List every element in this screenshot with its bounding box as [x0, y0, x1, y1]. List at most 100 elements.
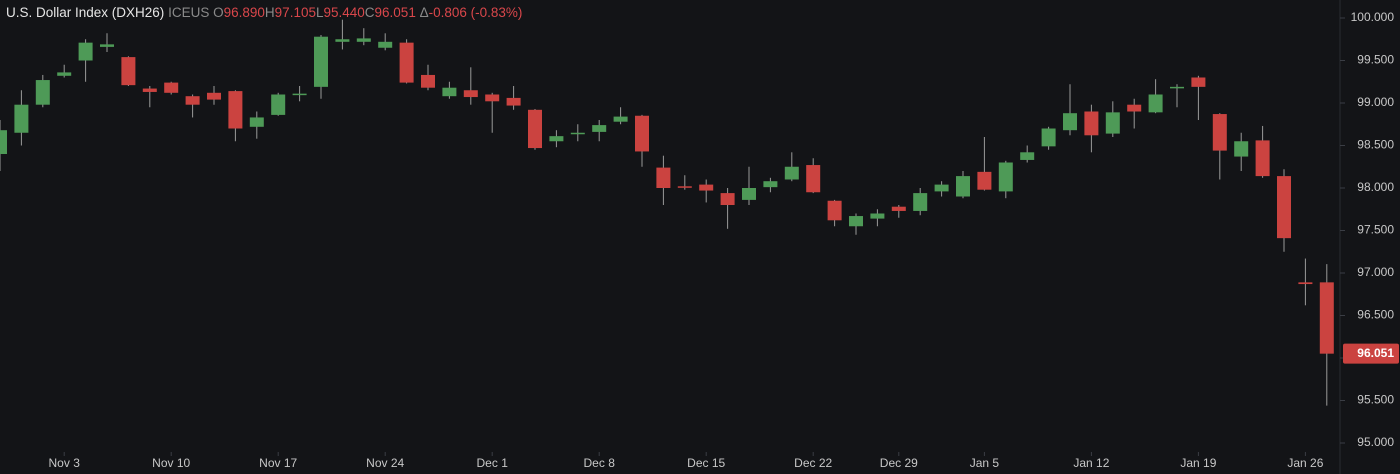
x-tick-label: Dec 8	[584, 456, 616, 470]
candle-body	[656, 167, 671, 188]
x-tick-label: Dec 22	[794, 456, 832, 470]
candle-body	[1212, 114, 1227, 151]
candle-body	[827, 200, 842, 221]
candle-body	[506, 97, 521, 106]
candle-body	[0, 130, 7, 154]
last-price-tag	[1343, 343, 1399, 364]
candle-body	[249, 117, 264, 127]
candle-body	[228, 91, 243, 129]
y-tick-label: 96.500	[1357, 308, 1394, 322]
ohlc-label: C	[364, 5, 375, 20]
y-tick-label: 97.000	[1357, 265, 1394, 279]
ohlc-value: 95.440	[323, 5, 365, 20]
candle-body	[314, 36, 328, 87]
candle-body	[57, 72, 72, 76]
x-tick-label: Jan 19	[1180, 456, 1216, 470]
candle-body	[100, 44, 114, 47]
candle-body	[121, 57, 136, 86]
candle-body	[635, 115, 649, 152]
header: U.S. Dollar Index (DXH26) ICEUS O96.890H…	[6, 5, 522, 20]
candle-body	[870, 213, 885, 219]
candle-body	[849, 216, 863, 227]
candle-body	[1127, 104, 1142, 112]
x-tick-label: Jan 26	[1287, 456, 1323, 470]
candle-body	[1277, 176, 1291, 239]
change: -0.806 (-0.83%)	[428, 5, 523, 20]
candle-body	[1041, 128, 1056, 147]
candle-body	[35, 80, 50, 105]
y-tick-label: 98.000	[1357, 180, 1394, 194]
x-tick-label: Nov 24	[366, 456, 404, 470]
ohlc: O96.890H97.105L95.440C96.051	[213, 5, 416, 20]
y-tick-label: 99.500	[1357, 53, 1394, 67]
candle-body	[185, 96, 200, 105]
candle-body	[1020, 152, 1035, 160]
x-tick-label: Jan 12	[1073, 456, 1109, 470]
candle-body	[14, 104, 29, 133]
candle-body	[528, 109, 542, 149]
y-tick-label: 95.000	[1357, 435, 1394, 449]
x-tick-label: Dec 1	[477, 456, 509, 470]
candle-body	[1084, 111, 1099, 136]
ohlc-label: L	[315, 5, 324, 20]
x-tick-label: Dec 29	[880, 456, 918, 470]
candle-body	[1191, 77, 1206, 87]
candle-body	[442, 87, 457, 97]
candle-body	[677, 186, 692, 188]
y-tick-label: 98.500	[1357, 138, 1394, 152]
y-tick-label: 97.500	[1357, 223, 1394, 237]
change-label: Δ	[419, 5, 429, 20]
candle-body	[292, 93, 307, 96]
candle-body	[784, 166, 799, 180]
candle-body	[720, 193, 735, 205]
y-tick-label: 100.000	[1351, 10, 1395, 24]
candle-body	[485, 94, 500, 102]
candle-body	[356, 38, 371, 42]
x-tick-label: Dec 15	[687, 456, 725, 470]
last-price-label: 96.051	[1357, 346, 1394, 360]
y-tick-label: 99.000	[1357, 95, 1394, 109]
candle-body	[78, 42, 93, 61]
candle-body	[378, 41, 393, 48]
candle-body	[956, 176, 970, 197]
candle-body	[613, 116, 628, 122]
candle-body	[271, 94, 286, 115]
candle-body	[570, 132, 585, 135]
ohlc-value: 96.890	[223, 5, 265, 20]
ohlc-value: 97.105	[274, 5, 316, 20]
candle-body	[1170, 86, 1184, 89]
exchange: ICEUS	[168, 5, 210, 20]
candle-body	[891, 206, 906, 211]
x-tick-label: Nov 17	[259, 456, 297, 470]
candle-body	[742, 188, 756, 200]
candle-body	[806, 165, 821, 193]
candle-body	[1148, 94, 1163, 113]
title: U.S. Dollar Index (DXH26)	[6, 5, 165, 20]
candle-body	[1319, 282, 1334, 354]
candle-body	[549, 136, 564, 142]
x-tick-label: Jan 5	[970, 456, 1000, 470]
candle-body	[399, 42, 414, 83]
candle-body	[1298, 282, 1313, 285]
candle-body	[998, 162, 1013, 192]
candle-body	[421, 74, 435, 88]
candle-body	[164, 82, 179, 93]
y-tick-label: 95.500	[1357, 393, 1394, 407]
x-tick-label: Nov 10	[152, 456, 190, 470]
candle-body	[463, 90, 478, 98]
candle-body	[913, 193, 928, 211]
ohlc-label: O	[213, 5, 224, 20]
x-tick-label: Nov 3	[49, 456, 81, 470]
candle-body	[592, 125, 607, 132]
ohlc-value: 96.051	[374, 5, 416, 20]
candle-body	[1234, 141, 1249, 157]
candle-body	[1063, 113, 1077, 131]
candle-body	[934, 184, 949, 192]
candle-body	[763, 181, 778, 188]
candle-body	[699, 184, 714, 191]
candle-body	[207, 92, 221, 100]
candle-body	[1105, 112, 1120, 134]
ohlc-label: H	[264, 5, 275, 20]
